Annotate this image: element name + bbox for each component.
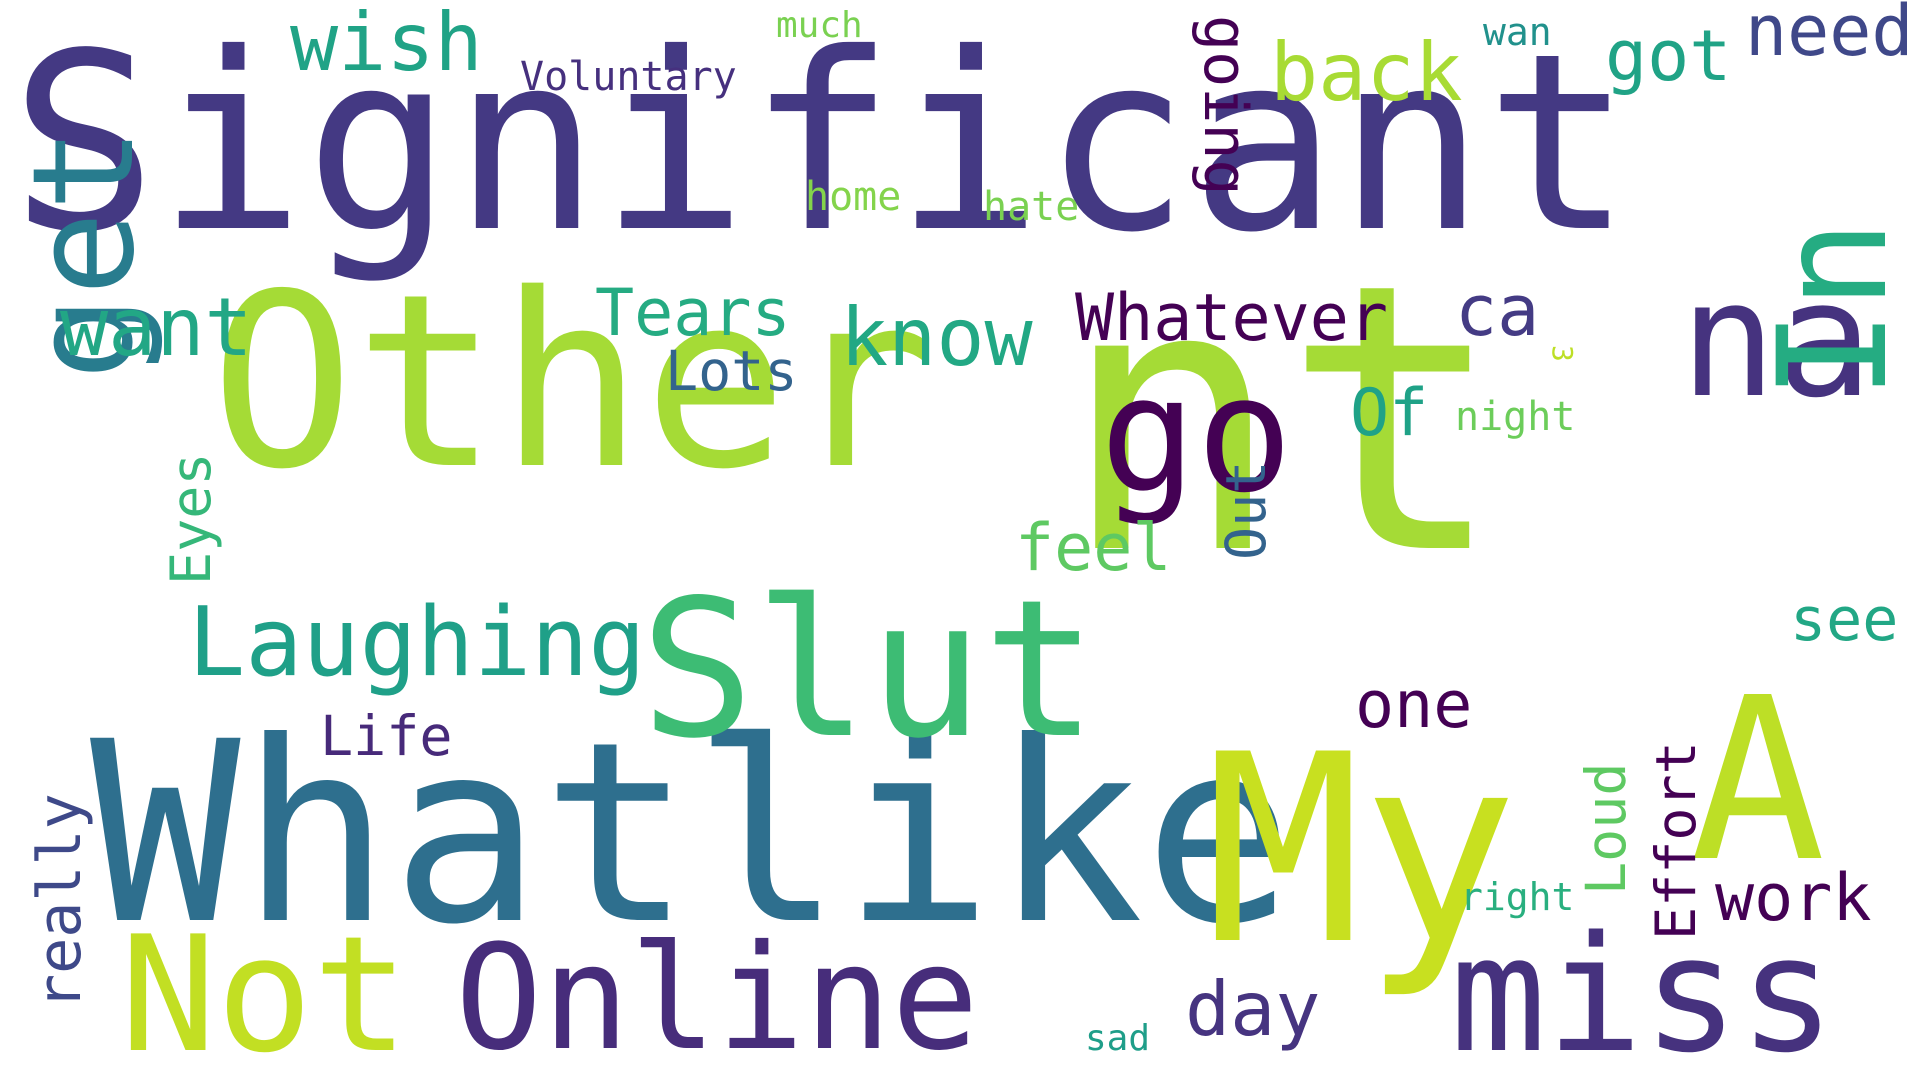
word-know: know bbox=[840, 291, 1033, 384]
word-lots: Lots bbox=[665, 339, 797, 403]
word-right: right bbox=[1460, 875, 1574, 919]
word-got: got bbox=[1605, 15, 1731, 97]
word-miss: miss bbox=[1450, 901, 1835, 1080]
word-eyes: Eyes bbox=[159, 453, 223, 585]
word-go: go bbox=[1100, 341, 1293, 528]
word-whatever: Whatever bbox=[1075, 281, 1388, 356]
word-really: really bbox=[25, 793, 95, 1010]
word-back: back bbox=[1270, 26, 1463, 119]
word-in: In bbox=[1747, 219, 1920, 400]
word-effort: Effort bbox=[1644, 741, 1708, 940]
word-life: Life bbox=[320, 704, 452, 768]
word-day: day bbox=[1185, 965, 1320, 1053]
word-3: 3 bbox=[1546, 345, 1579, 362]
word-f: F bbox=[600, 0, 624, 10]
word-much: much bbox=[776, 5, 863, 46]
word-see: see bbox=[1790, 585, 1898, 655]
word-want: want bbox=[60, 281, 253, 374]
word-wan: wan bbox=[1483, 10, 1552, 54]
word-ca: ca bbox=[1455, 270, 1539, 352]
word-nt: nt bbox=[1060, 206, 1506, 636]
word-out: Out bbox=[1214, 461, 1278, 560]
word-other: Other bbox=[210, 242, 932, 522]
word-work: work bbox=[1715, 861, 1872, 936]
word-online: Online bbox=[455, 914, 979, 1080]
word-na: na bbox=[1680, 246, 1873, 433]
word-wish: wish bbox=[290, 0, 483, 89]
word-going: going bbox=[1190, 15, 1260, 196]
word-home: home bbox=[805, 174, 901, 220]
word-slut: Slut bbox=[640, 559, 1098, 780]
word-need: need bbox=[1745, 0, 1914, 72]
word-of: Of bbox=[1350, 376, 1428, 451]
word-loud: Loud bbox=[1574, 763, 1638, 895]
word-a: A bbox=[1690, 650, 1825, 912]
word-not: Not bbox=[120, 901, 409, 1080]
word-significant: Significant bbox=[10, 1, 1633, 286]
word-one: one bbox=[1355, 668, 1472, 743]
word-get: get bbox=[3, 127, 166, 380]
word-hate: hate bbox=[983, 184, 1079, 230]
word-sad: sad bbox=[1085, 1018, 1150, 1059]
word-whatlike: Whatlike bbox=[90, 688, 1294, 979]
word-my: My bbox=[1205, 700, 1518, 1002]
word-feel: feel bbox=[1015, 511, 1172, 586]
word-night: night bbox=[1455, 394, 1575, 440]
word-laughing: Laughing bbox=[188, 588, 646, 698]
word-voluntary: Voluntary bbox=[520, 54, 737, 100]
word-tears: Tears bbox=[595, 276, 791, 351]
